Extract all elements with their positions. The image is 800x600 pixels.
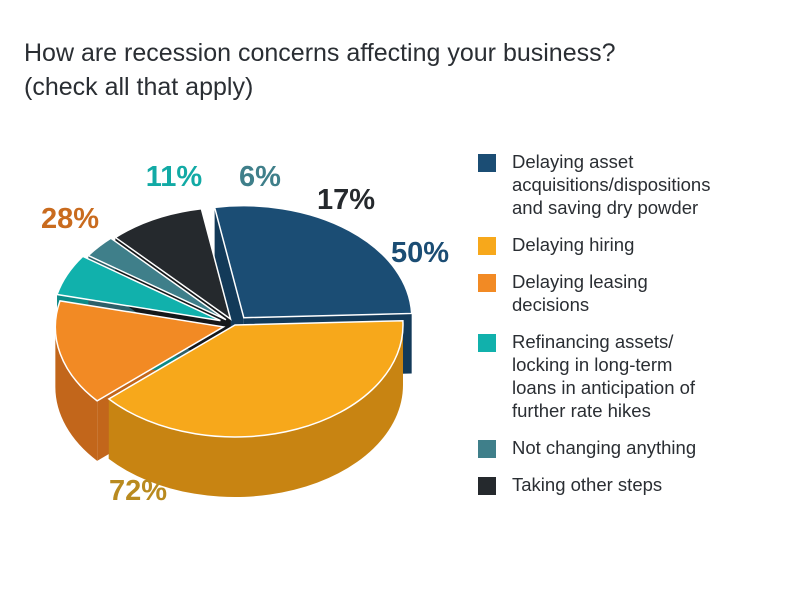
- legend-label: Not changing anything: [512, 437, 697, 458]
- pie-slice: [107, 319, 404, 438]
- legend-item: Taking other steps: [478, 473, 778, 496]
- pie-slice: [114, 207, 232, 321]
- legend-item: Delaying asset acquisitions/dispositions a…: [478, 150, 778, 219]
- chart-title: How are recession concerns affecting you…: [24, 36, 794, 104]
- legend-swatch: [478, 237, 496, 255]
- legend-item: Not changing anything: [478, 436, 778, 459]
- slice-value-label: 17%: [317, 184, 375, 216]
- legend-label: Delaying hiring: [512, 234, 635, 255]
- chart-title-line-2: (check all that apply): [24, 73, 254, 101]
- slice-value-label: 28%: [41, 203, 99, 235]
- slice-value-label: 50%: [391, 237, 449, 269]
- pie-slice-side: [55, 326, 98, 461]
- slice-value-label: 6%: [239, 161, 281, 193]
- pie-slice: [56, 255, 221, 322]
- pie-slice: [213, 204, 413, 319]
- legend-swatch: [478, 440, 496, 458]
- slice-value-label: 72%: [109, 475, 167, 507]
- slice-value-label: 11%: [146, 161, 203, 193]
- legend-item: Delaying hiring: [478, 233, 778, 256]
- legend-label: Delaying leasing decisions: [512, 271, 648, 315]
- legend-label: Delaying asset acquisitions/dispositions a…: [512, 151, 711, 218]
- legend-label: Refinancing assets/locking in long-term l…: [512, 331, 696, 421]
- legend-label: Taking other steps: [512, 474, 663, 495]
- pie-slice: [54, 299, 226, 402]
- legend-item: Delaying leasing decisions: [478, 270, 778, 316]
- pie-slice: [86, 237, 227, 321]
- pie-slice-side: [108, 325, 404, 498]
- legend-swatch: [478, 274, 496, 292]
- legend-item: Refinancing assets/locking in long-term l…: [478, 330, 778, 422]
- legend-swatch: [478, 477, 496, 495]
- legend-swatch: [478, 154, 496, 172]
- chart-title-line-1: How are recession concerns affecting you…: [24, 39, 616, 67]
- chart-legend: Delaying asset acquisitions/dispositions a…: [478, 150, 778, 510]
- legend-swatch: [478, 334, 496, 352]
